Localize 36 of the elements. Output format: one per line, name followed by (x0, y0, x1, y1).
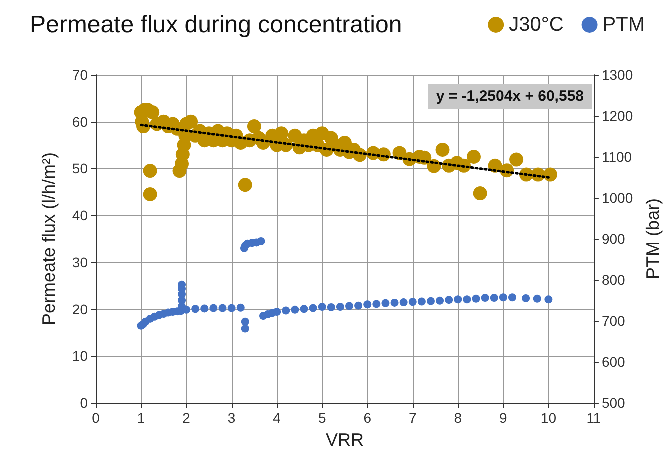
y2-tick-label: 1300 (602, 67, 634, 83)
x-tick-label: 1 (137, 410, 146, 426)
legend-label: J30°C (509, 14, 564, 36)
x-axis-title: VRR (326, 430, 364, 450)
y2-tick-label: 800 (602, 272, 626, 288)
y-tick-label: 10 (72, 348, 88, 364)
y2-tick-label: 500 (602, 395, 626, 411)
x-tick-label: 0 (92, 410, 100, 426)
y-tick-label: 0 (80, 395, 88, 411)
y-tick-label: 20 (72, 301, 88, 318)
y-tick-label: 50 (72, 160, 88, 177)
y-tick-label: 60 (72, 114, 88, 130)
y-tick-label: 70 (72, 67, 88, 83)
y2-axis-title: PTM (bar) (643, 198, 663, 280)
chart-title: Permeate flux during concentration (30, 12, 402, 38)
y2-tick-label: 1000 (602, 190, 634, 206)
legend-label: PTM (602, 14, 645, 36)
x-tick-label: 3 (228, 410, 236, 426)
x-tick-label: 7 (408, 410, 417, 426)
y2-tick-label: 1100 (602, 149, 632, 165)
x-tick-label: 5 (318, 410, 326, 426)
x-tick-label: 4 (273, 410, 282, 426)
y2-tick-label: 1200 (602, 108, 634, 124)
y-tick-label: 40 (72, 208, 88, 224)
y2-tick-label: 900 (602, 231, 626, 247)
y2-tick-label: 600 (602, 354, 626, 370)
y-axis-title: Permeate flux (l/h/m²) (39, 152, 59, 326)
x-tick-label: 10 (540, 410, 557, 426)
x-tick-label: 6 (364, 410, 372, 426)
x-tick-label: 8 (454, 410, 462, 426)
x-tick-label: 9 (500, 410, 508, 426)
y-tick-label: 30 (72, 254, 88, 270)
y2-tick-label: 700 (602, 313, 626, 329)
x-tick-label: 11 (586, 410, 602, 426)
x-tick-label: 2 (182, 410, 191, 426)
annotation: y = -1,2504x + 60,558 (436, 88, 584, 105)
